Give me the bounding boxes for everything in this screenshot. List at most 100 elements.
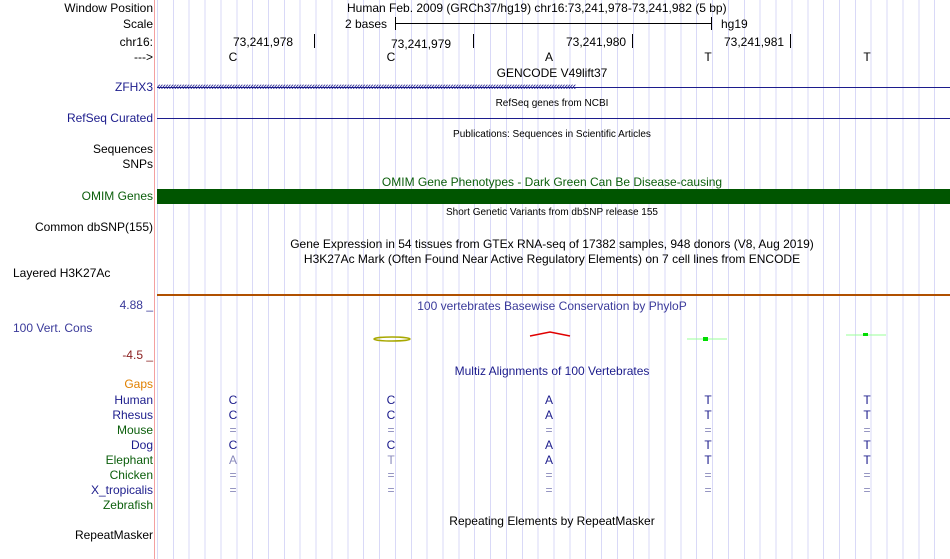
scale-tick: [395, 17, 396, 30]
label-zfhx3[interactable]: ZFHX3: [114, 80, 153, 94]
phylop-title: 100 vertebrates Basewise Conservation by…: [417, 299, 687, 313]
omim-title: OMIM Gene Phenotypes - Dark Green Can Be…: [381, 175, 723, 189]
species-base: C: [228, 408, 238, 422]
species-label[interactable]: Elephant: [105, 453, 153, 467]
species-base: A: [544, 408, 554, 422]
ref-base: T: [704, 50, 712, 64]
position-label: 73,241,981: [724, 35, 785, 49]
scale-tick: [711, 17, 712, 30]
ref-base: A: [544, 50, 554, 64]
position-label: 73,241,979: [391, 37, 452, 51]
species-base: T: [387, 453, 395, 467]
species-label[interactable]: Mouse: [116, 423, 153, 437]
scale-text: 2 bases: [345, 17, 388, 31]
phylop-plot[interactable]: [157, 320, 950, 350]
species-base: =: [387, 423, 395, 437]
refseq-title: RefSeq genes from NCBI: [495, 98, 609, 109]
label-strand[interactable]: --->: [134, 50, 153, 64]
species-base: T: [863, 393, 871, 407]
species-label[interactable]: Rhesus: [112, 408, 153, 422]
position-tick: [790, 34, 791, 48]
species-base: =: [229, 483, 237, 497]
species-base: =: [387, 483, 395, 497]
species-label[interactable]: X_tropicalis: [90, 483, 153, 497]
ref-base: C: [228, 50, 238, 64]
h3k27ac-signal[interactable]: [157, 294, 950, 296]
multiz-title: Multiz Alignments of 100 Vertebrates: [454, 364, 650, 378]
omim-gene-bar[interactable]: [157, 189, 950, 204]
phylop-mark: [529, 331, 571, 337]
assembly-position: Human Feb. 2009 (GRCh37/hg19) chr16:73,2…: [347, 1, 727, 15]
scale-db: hg19: [721, 17, 748, 31]
species-base: =: [704, 423, 712, 437]
label-omim[interactable]: OMIM Genes: [81, 189, 153, 203]
species-label[interactable]: Zebrafish: [102, 498, 153, 512]
species-base: A: [544, 393, 554, 407]
species-label[interactable]: Human: [114, 393, 153, 407]
label-common-dbsnp[interactable]: Common dbSNP(155): [34, 220, 153, 234]
position-tick: [473, 34, 474, 48]
species-base: T: [704, 453, 712, 467]
label-separator: [154, 0, 155, 559]
position-tick: [314, 34, 315, 48]
base-gridlines: [157, 0, 950, 559]
species-base: =: [704, 468, 712, 482]
species-base: =: [863, 423, 871, 437]
label-phylop[interactable]: 100 Vert. Cons: [13, 321, 93, 335]
h3k27ac-title: H3K27Ac Mark (Often Found Near Active Re…: [303, 252, 801, 266]
ref-base: C: [386, 50, 396, 64]
label-window-position[interactable]: Window Position: [64, 1, 153, 15]
species-base: A: [544, 438, 554, 452]
label-layered-h3k27ac[interactable]: Layered H3K27Ac: [13, 266, 111, 280]
species-base: C: [228, 393, 238, 407]
species-base: A: [228, 453, 238, 467]
species-base: C: [386, 408, 396, 422]
species-base: =: [704, 483, 712, 497]
species-base: T: [863, 438, 871, 452]
gencode-title: GENCODE V49lift37: [496, 66, 608, 80]
position-label: 73,241,980: [566, 35, 627, 49]
species-base: =: [863, 468, 871, 482]
species-base: T: [704, 438, 712, 452]
phylop-mark: [863, 333, 868, 336]
species-base: =: [387, 468, 395, 482]
publications-title: Publications: Sequences in Scientific Ar…: [453, 129, 651, 140]
species-base: C: [386, 438, 396, 452]
label-refseq[interactable]: RefSeq Curated: [66, 111, 153, 125]
zfhx3-gene-line[interactable]: [157, 87, 950, 88]
species-label[interactable]: Chicken: [109, 468, 153, 482]
species-base: T: [863, 408, 871, 422]
species-base: =: [545, 483, 553, 497]
position-label: 73,241,978: [233, 35, 294, 49]
gtex-title: Gene Expression in 54 tissues from GTEx …: [290, 237, 814, 251]
label-gaps[interactable]: Gaps: [124, 377, 153, 391]
phylop-mark: [373, 336, 411, 342]
phylop-max: 4.88 _: [119, 298, 153, 312]
species-label[interactable]: Dog: [130, 438, 153, 452]
species-base: A: [544, 453, 554, 467]
position-tick: [632, 34, 633, 48]
species-base: =: [229, 468, 237, 482]
dbsnp-title: Short Genetic Variants from dbSNP releas…: [446, 207, 658, 218]
species-base: =: [229, 423, 237, 437]
phylop-mark: [703, 337, 708, 341]
species-base: T: [863, 453, 871, 467]
rmsk-title: Repeating Elements by RepeatMasker: [449, 514, 655, 528]
species-base: T: [704, 393, 712, 407]
refseq-gene-line[interactable]: [157, 118, 950, 119]
species-base: =: [545, 468, 553, 482]
phylop-min: -4.5 _: [122, 348, 153, 362]
label-snps[interactable]: SNPs: [122, 157, 153, 171]
species-base: T: [704, 408, 712, 422]
label-sequences[interactable]: Sequences: [92, 142, 153, 156]
label-scale[interactable]: Scale: [122, 17, 153, 31]
species-base: =: [545, 423, 553, 437]
species-base: C: [386, 393, 396, 407]
label-chrom[interactable]: chr16:: [119, 35, 153, 49]
scale-bar: [395, 23, 711, 24]
ref-base: T: [863, 50, 871, 64]
species-base: C: [228, 438, 238, 452]
species-base: =: [863, 483, 871, 497]
label-repeatmasker[interactable]: RepeatMasker: [74, 528, 153, 542]
